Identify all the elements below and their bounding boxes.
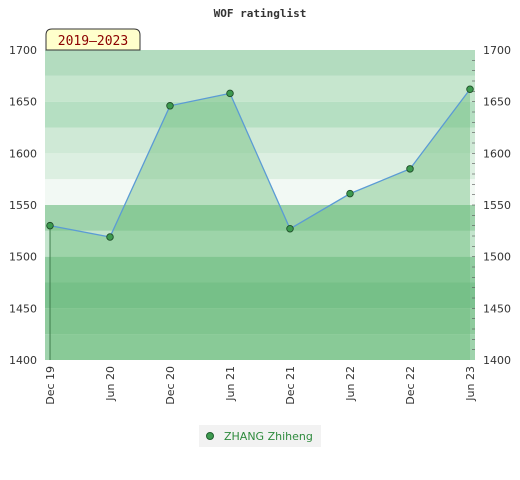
background-band	[45, 308, 475, 335]
data-point[interactable]	[466, 85, 474, 94]
y-tick-label-right: 1550	[483, 199, 511, 212]
y-tick-label-left: 1550	[9, 199, 37, 212]
x-tick-label: Dec 19	[44, 366, 57, 405]
background-band	[45, 75, 475, 102]
background-band	[45, 205, 475, 231]
x-tick-label: Jun 21	[224, 366, 237, 402]
y-tick-label-left: 1450	[9, 302, 37, 315]
series-area	[50, 89, 470, 361]
line-layer	[49, 88, 471, 238]
y-tick-label-left: 1500	[9, 251, 37, 264]
legend-marker-icon	[206, 432, 214, 440]
y-tick-label-right: 1650	[483, 96, 511, 109]
background-band	[45, 101, 475, 128]
data-point[interactable]	[346, 189, 354, 198]
y-tick-label-right: 1450	[483, 302, 511, 315]
x-tick-label: Dec 22	[404, 366, 417, 405]
x-tick-label: Jun 23	[464, 366, 477, 402]
data-point[interactable]	[226, 89, 234, 98]
data-point[interactable]	[106, 233, 114, 241]
data-point[interactable]	[406, 165, 414, 173]
background-band	[45, 256, 475, 283]
x-tick-label: Jun 22	[344, 366, 357, 402]
background-band	[45, 230, 475, 257]
x-tick-label: Dec 21	[284, 366, 297, 405]
legend-box	[199, 425, 321, 447]
area-layer	[50, 89, 470, 361]
y-tick-label-left: 1650	[9, 96, 37, 109]
x-tick-label: Dec 20	[164, 366, 177, 405]
background-band	[45, 50, 475, 76]
y-tick-label-left: 1700	[9, 44, 37, 57]
background-band	[45, 179, 475, 205]
y-tick-label-right: 1700	[483, 44, 511, 57]
y-tick-label-left: 1600	[9, 147, 37, 160]
data-point[interactable]	[46, 221, 54, 230]
background-band	[45, 282, 475, 309]
y-tick-label-right: 1400	[483, 354, 511, 367]
axes	[49, 60, 475, 360]
series-line	[49, 88, 471, 238]
period-badge-box	[45, 28, 141, 51]
period-badge-label: 2019–2023	[58, 34, 128, 49]
y-tick-label-left: 1400	[9, 354, 37, 367]
period-badge: 2019–2023	[45, 28, 141, 51]
data-points	[46, 85, 474, 241]
legend-entry-label: ZHANG Zhiheng	[224, 430, 313, 443]
y-tick-label-right: 1500	[483, 251, 511, 264]
y-axis-right: 1400 1450 1500 1550 1600 1650 1700	[483, 44, 511, 367]
legend[interactable]: ZHANG Zhiheng	[199, 425, 321, 447]
data-point[interactable]	[286, 225, 294, 233]
background-bands	[45, 50, 475, 360]
background-band	[45, 127, 475, 154]
chart-title: WOF ratinglist	[214, 7, 307, 20]
data-point[interactable]	[166, 102, 174, 110]
x-tick-label: Jun 20	[104, 366, 117, 402]
y-axis-left: 1400 1450 1500 1550 1600 1650 1700	[9, 44, 37, 367]
y-tick-label-right: 1600	[483, 147, 511, 160]
background-band	[45, 153, 475, 180]
x-axis: Dec 19 Jun 20 Dec 20 Jun 21 Dec 21 Jun 22 Dec …	[44, 366, 477, 405]
background-band	[45, 334, 475, 360]
